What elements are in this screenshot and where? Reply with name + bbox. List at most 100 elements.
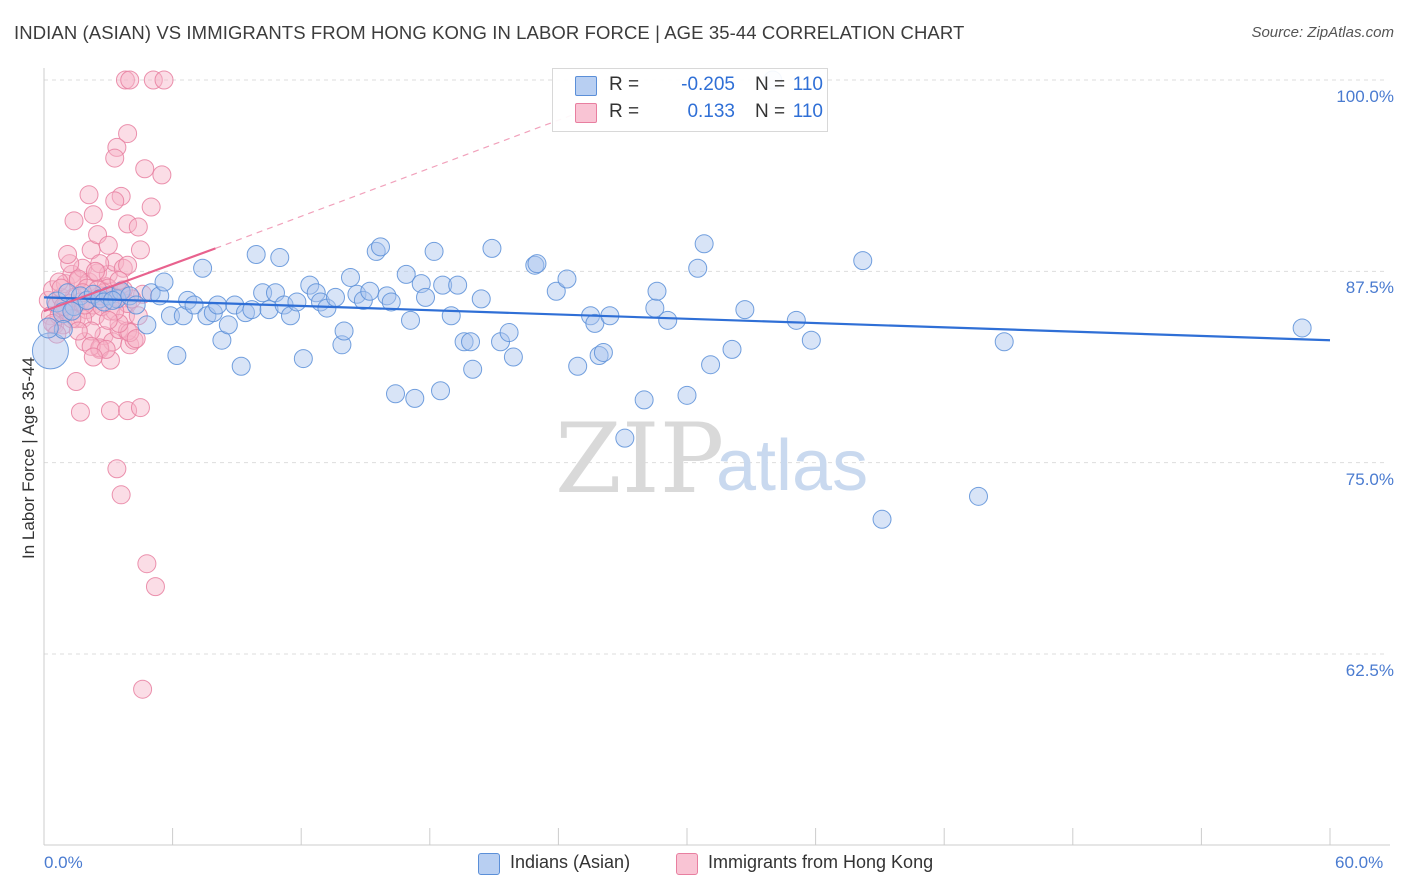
- indians-point: [1292, 318, 1312, 338]
- hong-kong-point: [70, 402, 90, 422]
- trend-line-hong-kong: [43, 247, 216, 313]
- indians-point: [137, 315, 157, 335]
- watermark-atlas: atlas: [716, 426, 868, 506]
- hong-kong-point: [118, 401, 138, 421]
- indians-point: [53, 319, 73, 339]
- indians-point: [546, 281, 566, 301]
- hong-kong-point: [79, 185, 99, 205]
- indians-point: [208, 295, 228, 315]
- indians-point: [270, 248, 290, 268]
- indians-point: [786, 310, 806, 330]
- bottom-legend-label: Indians (Asian): [510, 852, 631, 872]
- trend-line-hong-kong-extension: [215, 111, 581, 249]
- indians-point: [231, 356, 251, 376]
- indians-point: [471, 289, 491, 309]
- indians-point: [416, 287, 436, 307]
- hong-kong-point: [141, 197, 161, 217]
- indians-point: [593, 342, 613, 362]
- indians-point: [332, 335, 352, 355]
- hong-kong-point: [126, 329, 146, 349]
- indians-point: [701, 355, 721, 375]
- hong-kong-point: [152, 165, 172, 185]
- indians-point: [499, 323, 519, 343]
- hong-kong-point: [118, 214, 138, 234]
- indians-point: [401, 310, 421, 330]
- indians-point: [371, 237, 391, 257]
- legend-n-value: 110: [792, 101, 823, 122]
- indians-point: [360, 281, 380, 301]
- trend-lines: [43, 111, 1331, 342]
- indians-point: [184, 295, 204, 315]
- indians-point: [454, 332, 474, 352]
- hong-kong-point: [118, 124, 138, 144]
- indians-point: [585, 313, 605, 333]
- indians-point: [688, 258, 708, 278]
- legend-r-label: R =: [609, 74, 640, 95]
- indians-point: [405, 388, 425, 408]
- bottom-legend-swatch-blue: [478, 853, 500, 875]
- indians-point: [381, 292, 401, 312]
- indians-point: [441, 306, 461, 326]
- indians-point: [287, 292, 307, 312]
- indians-point: [615, 428, 635, 448]
- indians-point: [300, 275, 320, 295]
- legend-swatch-pink: [575, 103, 597, 123]
- watermark-zip: ZIP: [555, 403, 724, 515]
- indians-point: [482, 238, 502, 258]
- hong-kong-point: [130, 240, 150, 260]
- hong-kong-point: [115, 70, 135, 90]
- indians-point: [31, 332, 69, 370]
- axes: [43, 68, 1390, 846]
- correlation-legend: R = -0.205 N = 110 R = 0.133 N = 110: [552, 68, 828, 132]
- indians-point: [293, 349, 313, 369]
- hong-kong-point: [105, 148, 125, 168]
- indians-point: [647, 281, 667, 301]
- y-axis-label: In Labor Force | Age 35-44: [19, 357, 38, 559]
- indians-point: [325, 287, 345, 307]
- indians-point: [801, 330, 821, 350]
- indians-point: [658, 310, 678, 330]
- indians-point: [334, 321, 354, 341]
- legend-n-label: N =: [755, 101, 786, 122]
- indians-point: [735, 300, 755, 320]
- indians-point: [154, 272, 174, 292]
- hong-kong-point: [118, 255, 138, 275]
- hong-kong-point: [109, 313, 129, 333]
- trend-line-indians: [43, 296, 1331, 342]
- hong-kong-point: [83, 205, 103, 225]
- indians-point: [634, 390, 654, 410]
- legend-swatch-blue: [575, 76, 597, 96]
- hong-kong-point: [107, 459, 127, 479]
- hong-kong-point: [133, 679, 153, 699]
- legend-r-label: R =: [609, 101, 640, 122]
- hong-kong-point: [83, 347, 103, 367]
- y-tick-label: 100.0%: [1336, 87, 1394, 106]
- indians-point: [872, 509, 892, 529]
- legend-n-value: 110: [792, 74, 823, 95]
- legend-r-value: -0.205: [681, 74, 735, 95]
- source-label: Source: ZipAtlas.com: [1251, 24, 1394, 41]
- indians-point: [557, 269, 577, 289]
- hong-kong-point: [154, 70, 174, 90]
- indians-point: [37, 317, 59, 339]
- y-tick-label: 75.0%: [1345, 469, 1394, 489]
- indians-point: [677, 385, 697, 405]
- indians-point: [246, 244, 266, 264]
- hong-kong-point: [137, 554, 157, 574]
- indians-point: [353, 290, 373, 310]
- hong-kong-point: [143, 70, 163, 90]
- indians-point: [694, 234, 714, 254]
- y-tick-label: 87.5%: [1345, 278, 1394, 298]
- series-hong-kong-points: [38, 70, 174, 699]
- hong-kong-point: [105, 191, 125, 211]
- y-tick-label: 62.5%: [1345, 661, 1394, 680]
- bottom-legend-swatch-pink: [676, 853, 698, 875]
- indians-point: [431, 381, 451, 401]
- indians-point: [306, 283, 326, 303]
- hong-kong-point: [64, 211, 84, 231]
- indians-point: [193, 258, 213, 278]
- chart-title: INDIAN (ASIAN) VS IMMIGRANTS FROM HONG K…: [14, 22, 965, 43]
- hong-kong-point: [98, 235, 118, 255]
- indians-point: [386, 384, 406, 404]
